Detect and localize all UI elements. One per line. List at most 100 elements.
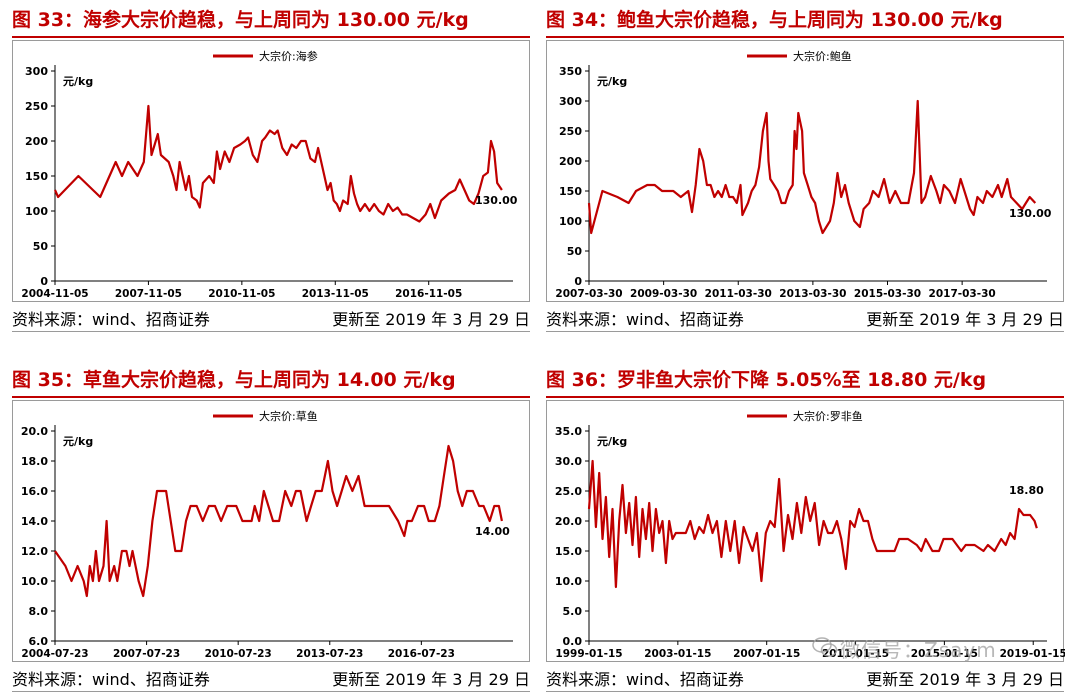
source-note: 资料来源：wind、招商证券 [12, 670, 210, 689]
x-tick-label: 2011-03-30 [705, 288, 772, 300]
legend-label: 大宗价:海参 [259, 49, 318, 63]
y-tick-label: 200 [559, 155, 582, 168]
y-tick-label: 300 [25, 65, 48, 78]
panel-35: 图 35：草鱼大宗价趋稳，与上周同为 14.00 元/kg 大宗价:草鱼 元/kg… [12, 366, 530, 700]
series-line [53, 104, 503, 223]
x-tick-label: 2010-07-23 [205, 648, 272, 660]
y-tick-label: 150 [559, 185, 582, 198]
y-tick-label: 0.0 [563, 635, 583, 648]
end-value-label: 18.80 [1009, 484, 1044, 497]
chart-frame: 大宗价:鲍鱼 元/kg 0 50 100 150 200 250 300 350 2007-03-3… [546, 40, 1064, 302]
x-tick-label: 2013-11-05 [302, 288, 369, 300]
y-tick-label: 20.0 [21, 425, 48, 438]
unit-label: 元/kg [63, 75, 93, 88]
panel-34: 图 34：鲍鱼大宗价趋稳，与上周同为 130.00 元/kg 大宗价:鲍鱼元/k… [546, 6, 1064, 346]
x-tick-label: 2016-07-23 [388, 648, 455, 660]
y-tick-label: 35.0 [555, 425, 582, 438]
x-tick-label: 2007-11-05 [115, 288, 182, 300]
x-tick-label: 2004-11-05 [21, 288, 88, 300]
update-note: 更新至 2019 年 3 月 29 日 [332, 310, 530, 329]
source-note: 资料来源：wind、招商证券 [12, 310, 210, 329]
update-note: 更新至 2019 年 3 月 29 日 [332, 670, 530, 689]
source-divider [12, 691, 530, 692]
chart-frame: 大宗价:罗非鱼元/kg 0.0 5.0 10.0 15.0 20.0 25.0 30.0 35.… [546, 400, 1065, 662]
source-note: 资料来源：wind、招商证券 [546, 310, 744, 329]
panel-title: 图 36：罗非鱼大宗价下降 5.05%至 18.80 元/kg [546, 369, 987, 391]
y-tick-label: 8.0 [29, 605, 49, 618]
y-tick-label: 100 [559, 215, 582, 228]
y-tick-label: 10.0 [555, 575, 582, 588]
end-value-label: 130.00 [475, 194, 518, 207]
x-tick-label: 2017-03-30 [929, 288, 996, 300]
unit-label: 元/kg [597, 435, 627, 448]
end-value-label: 130.00 [1009, 207, 1052, 220]
y-tick-label: 16.0 [21, 485, 48, 498]
source-divider [12, 331, 530, 332]
chart-34: 大宗价:鲍鱼元/kg 0 50 100 150 200 250 300 350 2007-03-3… [555, 49, 1052, 300]
legend-label: 大宗价:罗非鱼 [793, 409, 863, 423]
y-tick-label: 6.0 [29, 635, 49, 648]
update-note: 更新至 2019 年 3 月 29 日 [866, 310, 1064, 329]
x-tick-label: 2019-01-15 [1000, 648, 1065, 660]
unit-label: 元/kg [597, 75, 627, 88]
title-divider [546, 36, 1064, 38]
legend-label: 大宗价:草鱼 [259, 409, 318, 423]
title-divider [12, 36, 530, 38]
x-tick-label: 2016-11-05 [395, 288, 462, 300]
y-tick-label: 50 [33, 240, 49, 253]
y-tick-label: 200 [25, 135, 48, 148]
x-tick-label: 2007-07-23 [113, 648, 180, 660]
x-tick-label: 2004-07-23 [21, 648, 88, 660]
y-tick-label: 5.0 [563, 605, 583, 618]
y-tick-label: 100 [25, 205, 48, 218]
chart-33: 大宗价:海参元/kg 0 50 100 150 200 250 300 2004-11-05 20… [21, 49, 518, 300]
watermark: 微信号：Zsaym [840, 638, 997, 662]
panel-33: 图 33：海参大宗价趋稳，与上周同为 130.00 元/kg 大宗价:海参元/k… [12, 6, 530, 346]
x-tick-label: 2007-03-30 [555, 288, 622, 300]
y-tick-label: 18.0 [21, 455, 48, 468]
y-tick-label: 350 [559, 65, 582, 78]
series-line [587, 459, 1038, 589]
title-divider [12, 396, 530, 398]
y-tick-label: 15.0 [555, 545, 582, 558]
update-note: 更新至 2019 年 3 月 29 日 [866, 670, 1064, 689]
y-tick-label: 0 [574, 275, 582, 288]
y-tick-label: 300 [559, 95, 582, 108]
y-tick-label: 30.0 [555, 455, 582, 468]
x-tick-label: 2013-07-23 [296, 648, 363, 660]
x-tick-label: 2015-01-15 [911, 648, 978, 660]
y-tick-label: 25.0 [555, 485, 582, 498]
series-line [587, 99, 1037, 235]
panel-title: 图 35：草鱼大宗价趋稳，与上周同为 14.00 元/kg [12, 369, 456, 391]
x-tick-label: 2011-01-15 [822, 648, 889, 660]
y-tick-label: 50 [567, 245, 583, 258]
x-tick-label: 2003-01-15 [644, 648, 711, 660]
x-tick-label: 2010-11-05 [208, 288, 275, 300]
chart-frame: 大宗价:草鱼 元/kg 6.0 8.0 10.0 12.0 14.0 16.0 18.0 20.0… [12, 400, 530, 662]
series-line [54, 444, 503, 598]
source-divider [546, 691, 1064, 692]
chart-35: 大宗价:草鱼元/kg 6.0 8.0 10.0 12.0 14.0 16.0 18.0 20.0… [21, 409, 513, 660]
source-divider [546, 331, 1064, 332]
x-tick-label: 2013-03-30 [779, 288, 846, 300]
panel-title: 图 33：海参大宗价趋稳，与上周同为 130.00 元/kg [12, 9, 469, 31]
y-tick-label: 20.0 [555, 515, 582, 528]
x-tick-label: 2009-03-30 [630, 288, 697, 300]
chart-frame: 大宗价:海参元/kg 0 50 100 150 200 250 300 2004-11-05 20… [12, 40, 530, 302]
x-tick-label: 1999-01-15 [555, 648, 622, 660]
source-note: 资料来源：wind、招商证券 [546, 670, 744, 689]
wechat-icon [812, 637, 838, 657]
end-value-label: 14.00 [475, 525, 510, 538]
y-tick-label: 12.0 [21, 545, 48, 558]
x-tick-label: 2015-03-30 [854, 288, 921, 300]
y-tick-label: 0 [40, 275, 48, 288]
panel-title: 图 34：鲍鱼大宗价趋稳，与上周同为 130.00 元/kg [546, 9, 1003, 31]
y-tick-label: 150 [25, 170, 48, 183]
y-tick-label: 250 [25, 100, 48, 113]
y-tick-label: 14.0 [21, 515, 48, 528]
y-tick-label: 10.0 [21, 575, 48, 588]
panel-36: 图 36：罗非鱼大宗价下降 5.05%至 18.80 元/kg 大宗价:罗非鱼元… [546, 366, 1065, 700]
legend-label: 大宗价:鲍鱼 [793, 49, 852, 63]
title-divider [546, 396, 1064, 398]
